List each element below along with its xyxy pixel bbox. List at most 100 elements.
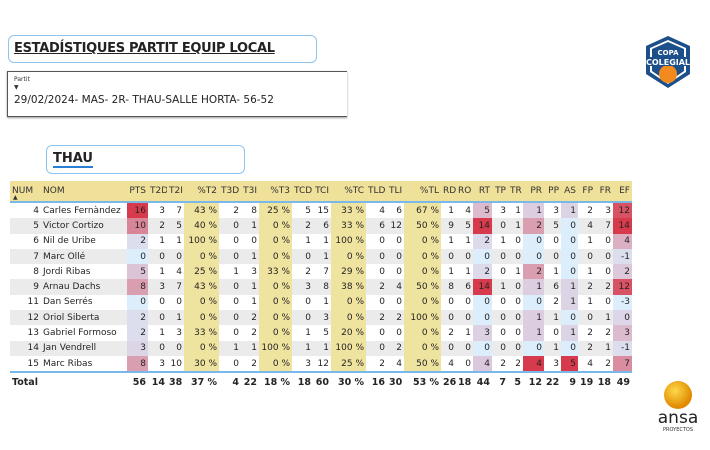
- cell-pr: 1: [523, 325, 544, 341]
- cell-t3d: 0: [219, 248, 241, 265]
- cell-t2d: 2: [148, 218, 167, 234]
- cell-nom: Gabriel Formoso: [43, 328, 117, 339]
- table-row[interactable]: 12 Oriol Siberta 2 0 1 0 % 0 2 0 % 0 3 0 % 2 2 100 % 0 0…: [10, 310, 632, 326]
- table-row[interactable]: 14 Jan Vendrell 3 0 0 0 % 1 1 100 % 1 1 100 % 0 2 0 % 0…: [10, 340, 632, 356]
- column-header-tld[interactable]: TLD: [366, 181, 387, 202]
- column-header-tcd[interactable]: TCD: [292, 181, 313, 202]
- table-row[interactable]: 7 Marc Ollé 0 0 0 0 % 0 1 0 % 0 1 0 % 0 0 0 % 0 0 0 0 0 0 0 0 0…: [10, 248, 632, 265]
- cell-pct-tc: 25 %: [331, 355, 366, 373]
- cell-pp: 2: [553, 297, 559, 308]
- svg-text:ansa: ansa: [658, 408, 698, 428]
- cell-t2d: 3: [159, 205, 165, 216]
- cell-tci: 12: [317, 358, 329, 369]
- column-header-rd[interactable]: RD: [441, 181, 456, 202]
- cell-t3i: 1: [251, 297, 257, 308]
- column-header-pct-tc[interactable]: %TC: [331, 181, 366, 202]
- cell-t3d: 0: [233, 328, 239, 339]
- cell-tld: 0: [379, 236, 385, 247]
- table-row[interactable]: 8 Jordi Ribas 5 1 4 25 % 1 3 33 % 2 7 29 % 0 0 0 % 1 1 2 0…: [10, 264, 632, 280]
- cell-t3d: 2: [233, 205, 239, 216]
- column-header-tr[interactable]: TR: [508, 181, 523, 202]
- cell-t3d: 0: [233, 358, 239, 369]
- sort-ascending-icon[interactable]: ▲: [13, 194, 18, 201]
- table-row[interactable]: 6 Nil de Uribe 2 1 1 100 % 0 0 0 % 1 1 100 % 0 0 0 % 1 1…: [10, 233, 632, 249]
- cell-pp: 6: [544, 279, 561, 295]
- cell-pts: 2: [127, 325, 148, 341]
- cell-pct-tl: 0 %: [404, 325, 441, 341]
- column-header-nom[interactable]: NOM: [41, 181, 127, 202]
- cell-t2i: 4: [176, 266, 182, 277]
- column-header-as[interactable]: AS: [561, 181, 578, 202]
- cell-pct-t3: 0 %: [259, 279, 292, 295]
- column-header-pp[interactable]: PP: [544, 181, 561, 202]
- cell-pct-t2: 100 %: [184, 233, 219, 249]
- column-header-pts[interactable]: PTS: [127, 181, 148, 202]
- cell-t2i: 1: [167, 310, 184, 326]
- cell-tp: 0: [500, 297, 506, 308]
- cell-rt: 14: [473, 279, 492, 295]
- cell-t2d: 0: [159, 297, 165, 308]
- title-box: ESTADÍSTIQUES PARTIT EQUIP LOCAL: [8, 35, 317, 63]
- column-header-t3d[interactable]: T3D: [219, 181, 241, 202]
- match-slicer[interactable]: Partit ▼ 29/02/2024- MAS- 2R- THAU-SALLE…: [7, 71, 347, 117]
- column-header-t3i[interactable]: T3I: [241, 181, 259, 202]
- column-header-pr[interactable]: PR: [523, 181, 544, 202]
- column-header-fp[interactable]: FP: [578, 181, 595, 202]
- table-row[interactable]: 13 Gabriel Formoso 2 1 3 33 % 0 2 0 % 1 5 20 % 0 0 0 %…: [10, 325, 632, 341]
- cell-nom: Dan Serrés: [43, 297, 93, 308]
- cell-rd: 9: [441, 218, 456, 234]
- total-t2d: 14: [151, 376, 165, 388]
- cell-tp: 0: [492, 310, 508, 326]
- cell-pct-tc: 100 %: [331, 233, 366, 249]
- column-header-pct-t2[interactable]: %T2: [184, 181, 219, 202]
- cell-tci: 7: [323, 266, 329, 277]
- cell-tci: 1: [313, 248, 331, 265]
- cell-pct-tl: 50 %: [404, 218, 441, 234]
- total-ro: 18: [458, 376, 472, 388]
- cell-as: 0: [561, 264, 578, 280]
- column-header-num[interactable]: NUM ▲: [10, 181, 41, 202]
- cell-nom: Jan Vendrell: [41, 340, 127, 356]
- cell-ef: 4: [613, 233, 632, 249]
- cell-ro: 0: [456, 248, 473, 265]
- column-header-tp[interactable]: TP: [492, 181, 508, 202]
- cell-fp: 4: [578, 218, 595, 234]
- cell-pct-t2: 30 %: [184, 355, 219, 373]
- cell-pct-t2: 0 %: [184, 310, 219, 326]
- cell-t2i: 10: [170, 358, 182, 369]
- table-row[interactable]: 5 Victor Cortizo 10 2 5 40 % 0 1 0 % 2 6 33 % 6 12 50 …: [10, 218, 632, 234]
- column-header-t2i[interactable]: T2I: [167, 181, 184, 202]
- cell-num: 9: [10, 279, 41, 295]
- table-row[interactable]: 15 Marc Ribas 8 3 10 30 % 0 2 0 % 3 12 25 % 2 4 50 % 4 0…: [10, 355, 632, 373]
- chevron-down-icon[interactable]: ▼: [14, 84, 19, 91]
- cell-fp: 1: [587, 266, 593, 277]
- column-header-fr[interactable]: FR: [595, 181, 613, 202]
- cell-as: 0: [561, 218, 578, 234]
- column-header-ro[interactable]: RO: [456, 181, 473, 202]
- cell-nom: Marc Ribas: [43, 358, 93, 369]
- cell-rt: 3: [473, 325, 492, 341]
- table-row[interactable]: 11 Dan Serrés 0 0 0 0 % 0 1 0 % 0 1 0 % 0 0 0 % 0 0 0 0 0 0 2…: [10, 294, 632, 311]
- cell-fp: 2: [587, 205, 593, 216]
- table-row[interactable]: 9 Arnau Dachs 8 3 7 43 % 0 1 0 % 3 8 38 % 2 4 50 % 8 6 14…: [10, 279, 632, 295]
- cell-rt: 2: [473, 264, 492, 280]
- cell-pct-t2: 43 %: [184, 279, 219, 295]
- column-header-rt[interactable]: RT: [473, 181, 492, 202]
- total-pct-t2: 37 %: [190, 376, 217, 388]
- column-header-tci[interactable]: TCI: [313, 181, 331, 202]
- cell-fr: 0: [595, 248, 613, 265]
- cell-tcd: 5: [305, 205, 311, 216]
- column-header-pct-t3[interactable]: %T3: [259, 181, 292, 202]
- cell-fr: 0: [605, 266, 611, 277]
- slicer-value[interactable]: 29/02/2024- MAS- 2R- THAU-SALLE HORTA- 5…: [14, 94, 274, 106]
- cell-pr: 0: [523, 233, 544, 249]
- cell-pct-t3: 0 %: [259, 355, 292, 373]
- cell-fp: 2: [578, 340, 595, 356]
- column-header-tli[interactable]: TLI: [387, 181, 404, 202]
- cell-t3d: 0: [219, 218, 241, 234]
- column-header-ef[interactable]: EF: [613, 181, 632, 202]
- column-header-pct-tl[interactable]: %TL: [404, 181, 441, 202]
- column-header-t2d[interactable]: T2D: [148, 181, 168, 202]
- table-row[interactable]: 4 Carles Fernàndez 16 3 7 43 % 2 8 25 % 5 15 33 % 4 6…: [10, 202, 632, 219]
- cell-t3i: 1: [241, 340, 259, 356]
